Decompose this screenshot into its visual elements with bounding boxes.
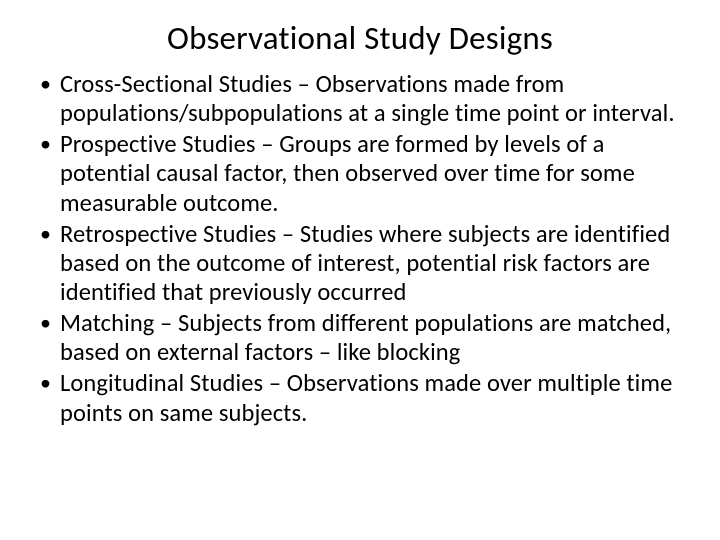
list-item: Cross-Sectional Studies – Observations m…: [34, 70, 686, 128]
slide: Observational Study Designs Cross-Sectio…: [0, 0, 720, 540]
list-item: Longitudinal Studies – Observations made…: [34, 369, 686, 427]
bullet-list: Cross-Sectional Studies – Observations m…: [30, 70, 690, 428]
slide-title: Observational Study Designs: [30, 18, 690, 58]
list-item: Prospective Studies – Groups are formed …: [34, 130, 686, 217]
list-item: Matching – Subjects from different popul…: [34, 309, 686, 367]
list-item: Retrospective Studies – Studies where su…: [34, 220, 686, 307]
